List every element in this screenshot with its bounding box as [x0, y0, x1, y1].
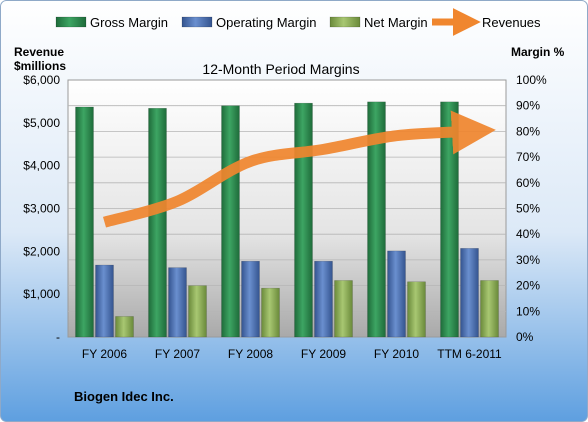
net-margin-bar — [188, 285, 207, 338]
right-axis-tick-label: 90% — [516, 99, 540, 113]
right-axis-tick-label: 100% — [516, 73, 547, 87]
revenue-line — [102, 110, 496, 228]
right-axis-tick-label: 0% — [516, 330, 534, 344]
chart-title: 12-Month Period Margins — [202, 61, 359, 77]
left-axis-tick-label: $5,000 — [23, 116, 60, 130]
legend-swatch — [55, 16, 87, 28]
gross-margin-bar — [148, 108, 167, 338]
left-axis-tick-label: $2,000 — [23, 244, 60, 258]
net-margin-bar — [334, 280, 353, 338]
gross-margin-bar — [440, 101, 459, 338]
net-margin-bar — [407, 281, 426, 338]
right-axis-tick-label: 70% — [516, 150, 540, 164]
legend-swatch — [181, 16, 213, 28]
gross-margin-bar — [75, 106, 94, 338]
legend-swatch — [329, 16, 361, 28]
left-axis-tick-label: $3,000 — [23, 202, 60, 216]
gross-margin-bar — [367, 101, 386, 338]
net-margin-bar — [480, 280, 499, 338]
left-axis-label-line2: $millions — [14, 59, 66, 73]
left-axis-tick-label: - — [56, 330, 60, 344]
category-label: FY 2010 — [374, 347, 419, 361]
bars — [75, 101, 499, 338]
operating-margin-bar — [95, 264, 114, 338]
category-label: FY 2007 — [155, 347, 200, 361]
category-labels: FY 2006 FY 2007 FY 2008 FY 2009 FY 2010 TTM 6… — [82, 347, 502, 361]
left-axis-ticks: - $1,000 $2,000 $3,000 $4,000 $5,000 $6,000 — [23, 73, 60, 344]
right-axis-tick-label: 30% — [516, 253, 540, 267]
right-axis-label: Margin % — [511, 45, 565, 59]
legend-label: Gross Margin — [90, 15, 168, 30]
operating-margin-bar — [387, 250, 406, 338]
left-axis-tick-label: $6,000 — [23, 73, 60, 87]
legend-label: Operating Margin — [216, 15, 316, 30]
category-label: TTM 6-2011 — [437, 347, 502, 361]
legend: Gross Margin Operating Margin Net Margin Re… — [55, 8, 541, 36]
right-axis-tick-label: 80% — [516, 124, 540, 138]
operating-margin-bar — [241, 260, 260, 338]
right-axis-tick-label: 10% — [516, 304, 540, 318]
right-axis-tick-label: 60% — [516, 176, 540, 190]
right-axis-tick-label: 20% — [516, 279, 540, 293]
category-label: FY 2006 — [82, 347, 127, 361]
operating-margin-bar — [314, 260, 333, 338]
right-axis-tick-label: 50% — [516, 202, 540, 216]
revenue-line-path — [102, 110, 496, 228]
right-axis-tick-label: 40% — [516, 227, 540, 241]
legend-label: Net Margin — [364, 15, 428, 30]
company-name: Biogen Idec Inc. — [74, 389, 174, 404]
left-axis-label-line1: Revenue — [14, 45, 64, 59]
category-label: FY 2009 — [301, 347, 346, 361]
net-margin-bar — [115, 316, 134, 338]
right-axis-ticks: 0% 10% 20% 30% 40% 50% 60% 70% 80% 90% 100% — [516, 73, 547, 344]
net-margin-bar — [261, 287, 280, 338]
gross-margin-bar — [294, 102, 313, 338]
left-axis-tick-label: $4,000 — [23, 159, 60, 173]
operating-margin-bar — [168, 267, 187, 338]
legend-label: Revenues — [482, 15, 541, 30]
gross-margin-bar — [221, 105, 240, 338]
left-axis-tick-label: $1,000 — [23, 287, 60, 301]
operating-margin-bar — [460, 248, 479, 338]
category-label: FY 2008 — [228, 347, 273, 361]
